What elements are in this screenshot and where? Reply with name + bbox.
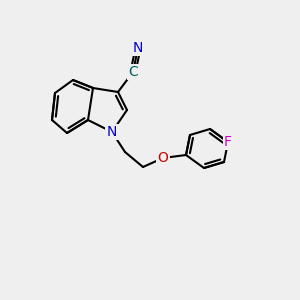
Text: N: N — [133, 41, 143, 55]
Text: C: C — [128, 65, 138, 79]
Text: N: N — [107, 125, 117, 139]
Text: O: O — [158, 151, 168, 165]
Text: F: F — [224, 135, 232, 149]
